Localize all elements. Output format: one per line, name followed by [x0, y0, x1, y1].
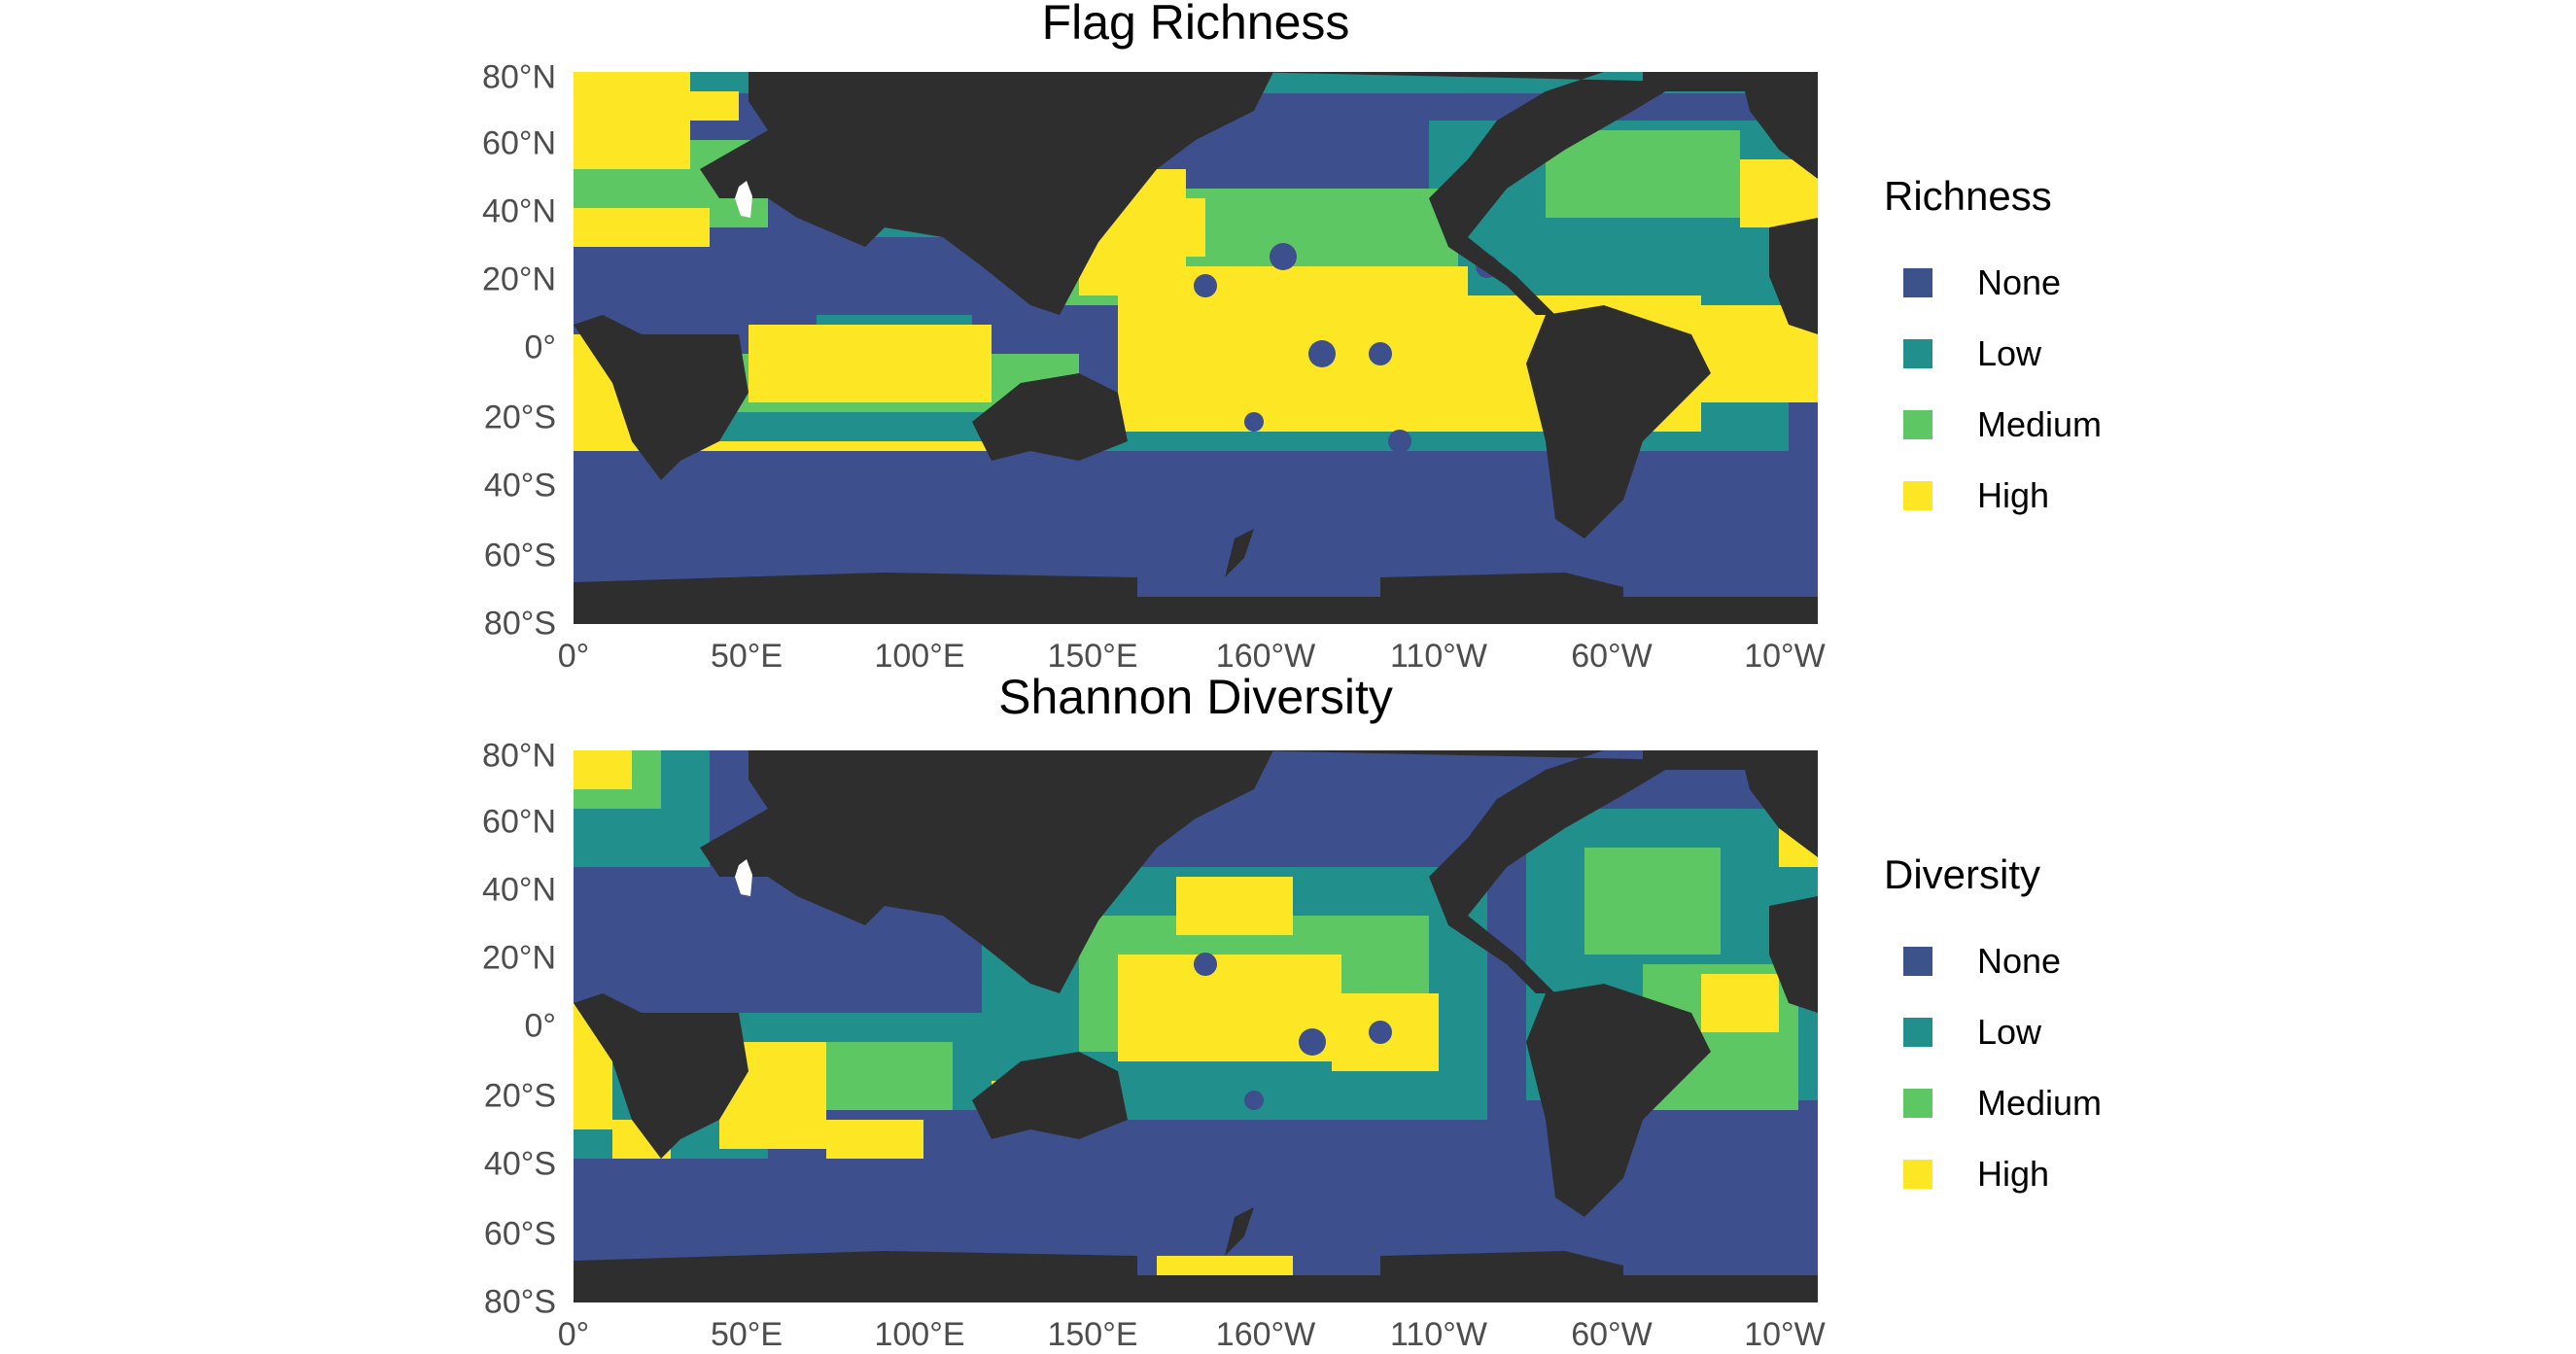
lon-tick-label: 50°E — [710, 1316, 783, 1353]
lon-tick-label: 150°E — [1047, 638, 1138, 675]
lat-tick-label: 80°N — [482, 737, 556, 775]
legend-item-none: None — [1884, 925, 2102, 996]
lon-tick-label: 100°E — [874, 1316, 965, 1353]
lat-tick-label: 40°N — [482, 192, 556, 230]
land-masses — [574, 72, 1818, 624]
lat-tick-label: 80°S — [483, 1283, 556, 1321]
legend-item-medium: Medium — [1884, 1067, 2102, 1138]
lat-tick-label: 60°N — [482, 803, 556, 841]
legend-swatch — [1903, 1159, 1932, 1189]
legend-title: Diversity — [1884, 851, 2041, 897]
caspian-sea — [735, 181, 752, 218]
lat-tick-label: 40°S — [483, 467, 556, 504]
legend-label: None — [1977, 940, 2062, 981]
legend-item-none: None — [1884, 247, 2102, 318]
legend-label: Medium — [1977, 403, 2103, 444]
lat-tick-label: 0° — [524, 1007, 556, 1045]
richness-legend: Richness None Low Medium High — [1884, 173, 2102, 531]
lon-tick-label: 150°E — [1047, 1316, 1138, 1353]
caspian-sea — [735, 859, 752, 896]
legend-item-medium: Medium — [1884, 389, 2102, 460]
legend-swatch — [1903, 409, 1932, 439]
legend-label: High — [1977, 474, 2050, 515]
legend-swatch — [1903, 946, 1932, 976]
legend-item-low: Low — [1884, 318, 2102, 389]
lon-tick-label: 0° — [557, 1316, 590, 1353]
lat-tick-label: 20°N — [482, 260, 556, 298]
diversity-panel: Shannon Diversity — [0, 670, 2576, 1353]
lat-tick-label: 20°S — [483, 1077, 556, 1115]
lat-tick-label: 60°S — [483, 1215, 556, 1253]
lat-tick-label: 80°N — [482, 58, 556, 96]
lat-tick-label: 60°N — [482, 124, 556, 162]
richness-map-svg — [574, 72, 1818, 624]
lat-tick-label: 60°S — [483, 537, 556, 574]
panel-title: Flag Richness — [1041, 0, 1350, 50]
lon-tick-label: 110°W — [1390, 1316, 1487, 1353]
lon-tick-label: 10°W — [1744, 1316, 1826, 1353]
lat-tick-label: 80°S — [483, 605, 556, 642]
legend-label: Medium — [1977, 1082, 2103, 1123]
lat-tick-label: 20°S — [483, 399, 556, 436]
diversity-map — [574, 750, 1818, 1302]
legend-label: High — [1977, 1153, 2050, 1194]
legend-item-low: Low — [1884, 996, 2102, 1067]
lon-tick-label: 60°W — [1571, 638, 1653, 675]
lat-tick-label: 20°N — [482, 939, 556, 977]
richness-map — [574, 72, 1818, 624]
lat-tick-label: 40°S — [483, 1145, 556, 1183]
legend-item-high: High — [1884, 1138, 2102, 1209]
diversity-legend: Diversity None Low Medium High — [1884, 851, 2102, 1209]
lon-tick-label: 50°E — [710, 638, 783, 675]
land-masses — [574, 750, 1818, 1302]
lon-tick-label: 0° — [557, 638, 590, 675]
legend-swatch — [1903, 1017, 1932, 1047]
lon-tick-label: 60°W — [1571, 1316, 1653, 1353]
legend-title: Richness — [1884, 173, 2052, 219]
legend-swatch — [1903, 1088, 1932, 1118]
legend-swatch — [1903, 338, 1932, 368]
legend-item-high: High — [1884, 460, 2102, 531]
panel-title: Shannon Diversity — [998, 670, 1393, 724]
lon-tick-label: 100°E — [874, 638, 965, 675]
richness-panel: Flag Richness — [0, 0, 2576, 675]
lat-tick-label: 0° — [524, 329, 556, 366]
legend-label: Low — [1977, 1011, 2042, 1052]
legend-label: None — [1977, 261, 2062, 302]
diversity-map-svg — [574, 750, 1818, 1302]
lon-tick-label: 160°W — [1215, 1316, 1316, 1353]
lon-tick-label: 160°W — [1215, 638, 1316, 675]
legend-label: Low — [1977, 332, 2042, 373]
lon-tick-label: 10°W — [1744, 638, 1826, 675]
legend-swatch — [1903, 267, 1932, 297]
lat-tick-label: 40°N — [482, 871, 556, 909]
legend-swatch — [1903, 480, 1932, 510]
lon-tick-label: 110°W — [1390, 638, 1487, 675]
